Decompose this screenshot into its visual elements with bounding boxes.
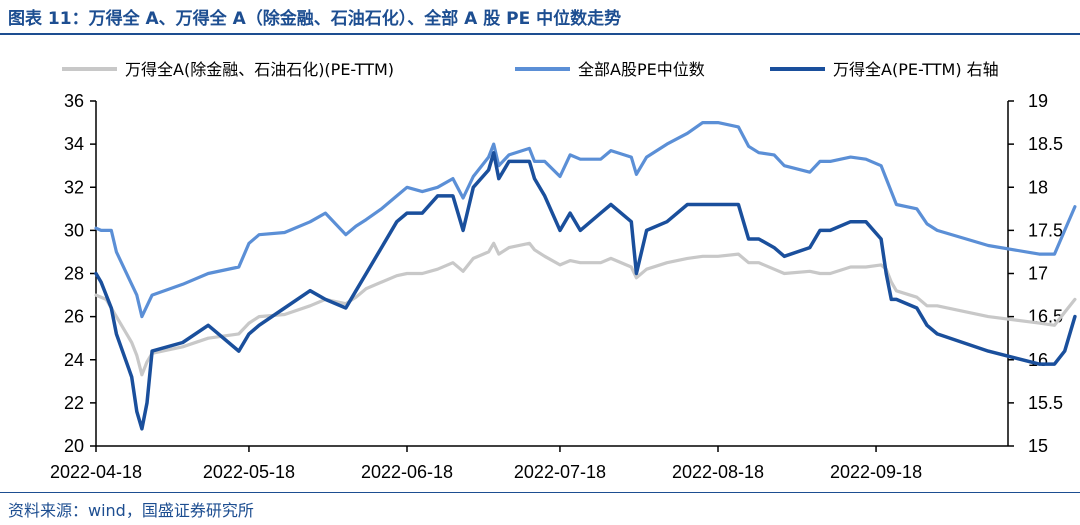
y-right-tick-label: 16 xyxy=(1028,350,1048,370)
y-left-tick-label: 30 xyxy=(64,220,84,240)
source-note: 资料来源：wind，国盛证券研究所 xyxy=(8,501,254,520)
y-right-tick-label: 15 xyxy=(1028,436,1048,456)
y-right-tick-label: 18 xyxy=(1028,177,1048,197)
chart-legend: 万得全A(除金融、石油石化)(PE-TTM) 全部A股PE中位数 万得全A(PE… xyxy=(62,60,999,79)
x-tick-label: 2022-05-18 xyxy=(203,462,295,482)
y-left-tick-label: 24 xyxy=(64,350,84,370)
y-right-tick-label: 18.5 xyxy=(1028,134,1063,154)
y-left-tick-label: 32 xyxy=(64,177,84,197)
title-rule xyxy=(0,33,1080,35)
legend-label-wind-all-a: 万得全A(PE-TTM) 右轴 xyxy=(833,60,999,79)
y-right-tick-label: 17 xyxy=(1028,264,1048,284)
chart-title: 图表 11：万得全 A、万得全 A（除金融、石油石化）、全部 A 股 PE 中位… xyxy=(8,9,622,29)
legend-label-median-pe: 全部A股PE中位数 xyxy=(578,60,705,79)
y-left-tick-label: 26 xyxy=(64,307,84,327)
y-right-tick-label: 15.5 xyxy=(1028,393,1063,413)
y-left-tick-label: 36 xyxy=(64,91,84,111)
x-tick-label: 2022-08-18 xyxy=(672,462,764,482)
y-right-tick-label: 17.5 xyxy=(1028,220,1063,240)
y-left-tick-label: 28 xyxy=(64,264,84,284)
x-tick-label: 2022-04-18 xyxy=(50,462,142,482)
series-line-wind-all-a xyxy=(94,151,1077,431)
chart-series xyxy=(94,120,1077,431)
x-tick-label: 2022-07-18 xyxy=(514,462,606,482)
series-line-median-pe xyxy=(94,120,1077,319)
series-line-ex-financials xyxy=(94,241,1077,377)
x-tick-label: 2022-06-18 xyxy=(361,462,453,482)
y-left-tick-label: 34 xyxy=(64,134,84,154)
x-tick-label: 2022-09-18 xyxy=(830,462,922,482)
y-right-tick-label: 19 xyxy=(1028,91,1048,111)
legend-label-ex-financials: 万得全A(除金融、石油石化)(PE-TTM) xyxy=(125,60,394,79)
chart-axes: 2022242628303234361515.51616.51717.51818… xyxy=(50,91,1063,482)
y-left-tick-label: 22 xyxy=(64,393,84,413)
y-left-tick-label: 20 xyxy=(64,436,84,456)
footer-rule xyxy=(0,492,1080,493)
